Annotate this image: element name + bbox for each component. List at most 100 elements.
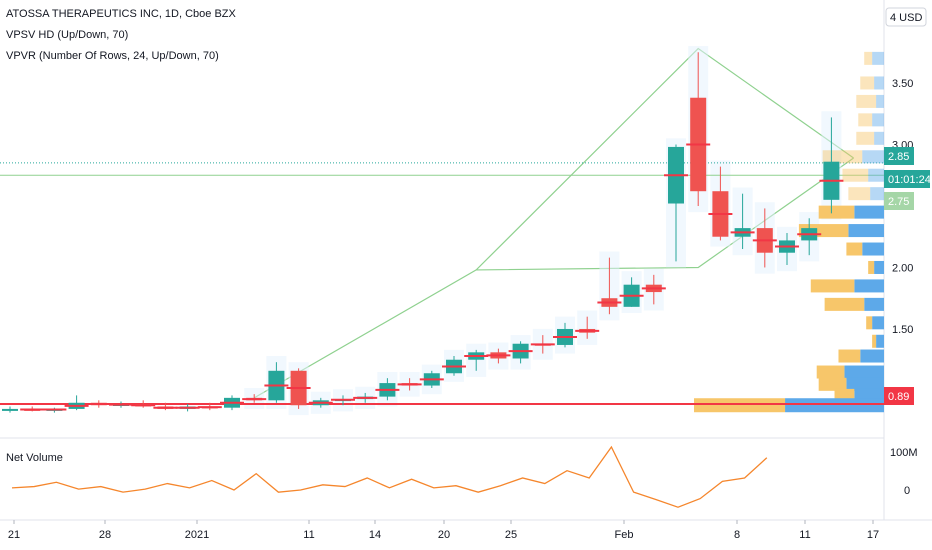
vp-up-bar — [844, 365, 884, 379]
pattern-line-0 — [253, 47, 854, 399]
vp-up-bar — [862, 242, 884, 256]
vp-down-bar — [864, 51, 873, 65]
vp-down-bar — [818, 377, 847, 391]
vp-up-bar — [872, 316, 884, 330]
vp-up-bar — [785, 398, 884, 413]
candle — [464, 349, 489, 371]
net-volume-tick-label: 100M — [890, 447, 918, 459]
candle — [197, 402, 222, 411]
candle — [442, 356, 466, 376]
time-tick-label: 2021 — [185, 529, 209, 541]
vp-down-bar — [810, 279, 855, 293]
time-tick-label: 11 — [799, 529, 810, 541]
time-tick-label: 11 — [303, 529, 314, 541]
price-tag-text: 0.89 — [888, 391, 909, 403]
vp-up-bar — [876, 334, 884, 348]
vp-down-bar — [818, 205, 855, 219]
vp-down-bar — [838, 349, 861, 363]
candle — [575, 316, 600, 339]
currency-badge-text: 4 USD — [890, 12, 922, 24]
vp-up-bar — [848, 224, 884, 238]
price-tick-label: 3.50 — [892, 78, 913, 90]
candle — [64, 395, 89, 411]
candle — [619, 277, 644, 307]
vp-up-bar — [874, 76, 884, 90]
candle — [175, 404, 200, 412]
price-tick-label: 2.00 — [892, 262, 913, 274]
vp-down-bar — [860, 76, 875, 90]
candle — [2, 406, 18, 413]
price-tick-label: 1.50 — [892, 324, 913, 336]
vp-down-bar — [842, 168, 869, 182]
vp-down-bar — [694, 398, 786, 413]
net-volume-tick-label: 0 — [904, 485, 910, 497]
time-tick-label: 25 — [505, 529, 517, 541]
time-tick-label: 14 — [369, 529, 381, 541]
candle — [641, 274, 666, 305]
time-tick-label: 21 — [8, 529, 20, 541]
vp-down-bar — [868, 260, 875, 274]
candle — [331, 395, 355, 406]
time-tick-label: 28 — [99, 529, 111, 541]
candle — [131, 400, 156, 408]
vp-up-bar — [854, 205, 884, 219]
candle — [153, 402, 178, 411]
candle — [508, 341, 533, 364]
price-tag-text: 01:01:24 — [888, 174, 931, 186]
currency-badge-box — [885, 7, 927, 27]
currency-badge: 4 USD — [885, 7, 927, 27]
vp-up-bar — [870, 187, 884, 201]
candle — [86, 400, 111, 408]
candle — [730, 193, 755, 250]
vp-up-bar — [872, 51, 884, 65]
vp-down-bar — [858, 113, 873, 127]
price-tag-box — [884, 147, 914, 165]
candle — [686, 52, 711, 206]
vp-down-bar — [822, 150, 863, 164]
candle — [708, 166, 733, 241]
vp-down-bar — [872, 334, 877, 348]
price-tag-text: 2.85 — [888, 151, 909, 163]
vp-up-bar — [860, 349, 884, 363]
candle — [242, 394, 267, 403]
candle — [220, 395, 244, 411]
vp-down-bar — [816, 365, 845, 379]
candle — [553, 322, 577, 348]
legend-symbol: ATOSSA THERAPEUTICS INC, 1D, Cboe BZX — [6, 8, 236, 20]
time-tick-label: 20 — [438, 529, 450, 541]
price-tag: 2.85 — [884, 147, 914, 165]
candle — [664, 144, 688, 262]
vp-down-bar — [846, 242, 863, 256]
candle — [20, 406, 45, 412]
candle — [752, 208, 777, 268]
candle — [486, 348, 511, 364]
vp-down-bar — [848, 187, 871, 201]
vp-up-bar — [874, 131, 884, 145]
candle — [397, 378, 422, 391]
vp-down-bar — [866, 316, 873, 330]
vp-up-bar — [868, 168, 884, 182]
candle — [375, 378, 400, 401]
vp-up-bar — [872, 113, 884, 127]
price-tag: 01:01:24 — [884, 170, 931, 188]
candle — [264, 362, 289, 403]
time-tick-label: Feb — [615, 529, 634, 541]
candle — [286, 368, 311, 409]
price-tag-box — [884, 192, 914, 210]
candle — [797, 218, 822, 256]
price-tag: 0.89 — [884, 387, 914, 405]
vp-down-bar — [856, 131, 875, 145]
price-tag: 2.75 — [884, 192, 914, 210]
vp-up-bar — [876, 94, 884, 108]
net-volume-title: Net Volume — [6, 452, 63, 464]
price-tag-box — [884, 170, 930, 188]
candle — [819, 117, 844, 214]
price-tag-box — [884, 387, 914, 405]
vp-up-bar — [864, 297, 884, 311]
net-volume-line — [11, 445, 768, 508]
candle — [308, 397, 333, 408]
vp-up-bar — [874, 260, 884, 274]
pattern-line-1 — [476, 157, 854, 271]
legend-vpvr: VPVR (Number Of Rows, 24, Up/Down, 70) — [6, 50, 219, 62]
